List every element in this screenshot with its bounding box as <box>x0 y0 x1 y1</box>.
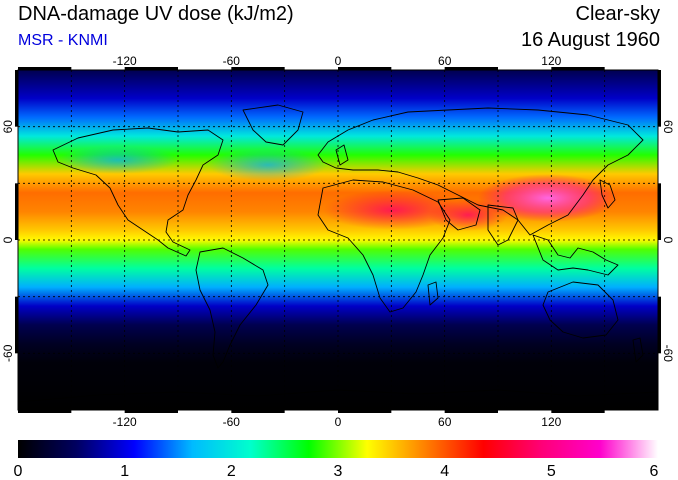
coast-new-zealand <box>632 337 644 363</box>
coast-madagascar <box>427 281 439 306</box>
uv-dose-map: -120 -60 0 60 120 -120 -60 0 60 120 60 0… <box>1 54 675 426</box>
frame-tick-left <box>15 70 18 127</box>
frame-tick-bottom <box>231 410 285 413</box>
colorbar-label: 3 <box>334 463 343 480</box>
frame-tick-right <box>658 70 661 127</box>
coast-japan <box>599 179 616 209</box>
frame-tick-top <box>551 67 605 70</box>
colorbar-label: 5 <box>547 463 556 480</box>
frame-tick-top <box>231 67 285 70</box>
coast-uk <box>335 144 349 166</box>
frame-tick-bottom <box>338 410 392 413</box>
cloud-pattern-atlantic <box>208 149 328 181</box>
lon-label-top: 60 <box>438 54 452 68</box>
coast-greenland <box>242 104 304 146</box>
graticule <box>18 70 658 410</box>
map-title: DNA-damage UV dose (kJ/m2) <box>18 3 294 25</box>
lon-label-bottom: 60 <box>438 415 452 426</box>
lon-labels-top: -120 -60 0 60 120 <box>113 54 562 68</box>
lat-label-right: 60 <box>661 120 675 134</box>
lon-label-bottom: 0 <box>335 415 342 426</box>
lon-label-bottom: 120 <box>541 415 561 426</box>
lat-labels-left: 60 0 -60 <box>1 120 15 362</box>
frame-tick-bottom <box>124 410 178 413</box>
condition-label: Clear-sky <box>575 3 660 25</box>
frame-tick-left <box>15 296 18 354</box>
lon-labels-bottom: -120 -60 0 60 120 <box>113 415 562 426</box>
lon-label-bottom: -60 <box>223 415 241 426</box>
frame-tick-right <box>658 296 661 354</box>
lat-label-left: -60 <box>1 344 15 362</box>
colorbar-scale <box>18 440 658 458</box>
axis-ticks <box>15 67 661 413</box>
colorbar-label: 2 <box>227 463 236 480</box>
date-label: 16 August 1960 <box>520 29 660 51</box>
frame-tick-top <box>124 67 178 70</box>
colorbar-label: 4 <box>440 463 449 480</box>
frame-tick-bottom <box>18 410 72 413</box>
lon-label-bottom: -120 <box>113 415 137 426</box>
hotspot-sahara <box>323 190 463 230</box>
lat-label-right: 0 <box>661 237 675 244</box>
frame-tick-top <box>18 67 72 70</box>
frame-tick-top <box>444 67 498 70</box>
colorbar: 0 1 2 3 4 5 6 <box>14 440 659 480</box>
source-label: MSR - KNMI <box>18 32 108 49</box>
frame-tick-left <box>15 183 18 240</box>
lat-label-right: -60 <box>661 345 675 363</box>
lon-label-top: -120 <box>113 54 137 68</box>
colorbar-label: 6 <box>650 463 659 480</box>
coast-north-america <box>52 127 224 257</box>
coast-south-america <box>195 247 269 369</box>
lat-labels-right: 60 0 -60 <box>661 120 675 362</box>
lon-label-top: 120 <box>541 54 561 68</box>
coast-australia <box>542 281 619 339</box>
colorbar-label: 1 <box>120 463 129 480</box>
frame-tick-bottom <box>551 410 605 413</box>
lat-label-left: 0 <box>1 236 15 243</box>
coast-eurasia <box>317 107 644 236</box>
coast-africa <box>317 179 451 313</box>
cloud-pattern-pacific <box>58 146 178 174</box>
frame-tick-top <box>338 67 392 70</box>
lon-label-top: 0 <box>335 54 342 68</box>
hotspot-tibet <box>478 174 618 222</box>
colorbar-labels: 0 1 2 3 4 5 6 <box>14 463 659 480</box>
lat-label-left: 60 <box>1 120 15 134</box>
frame-tick-bottom <box>444 410 498 413</box>
frame-tick-right <box>658 183 661 240</box>
coast-arabia <box>437 197 481 231</box>
lon-label-top: -60 <box>223 54 241 68</box>
colorbar-label: 0 <box>14 463 23 480</box>
coast-southeast-asia <box>532 234 619 276</box>
